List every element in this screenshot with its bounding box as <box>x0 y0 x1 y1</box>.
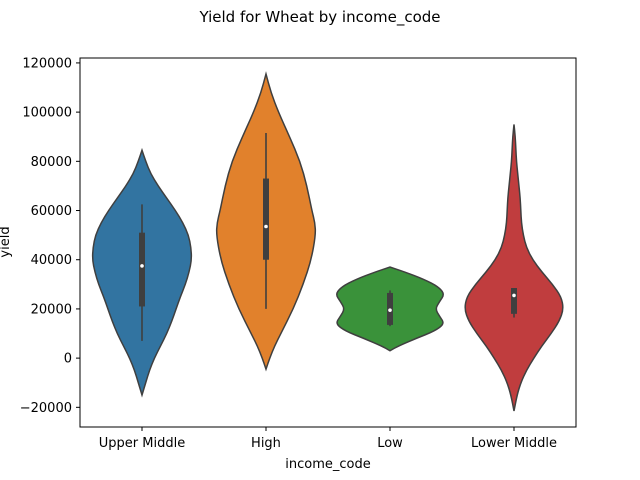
x-axis: Upper Middle High Low Lower Middle <box>99 427 557 451</box>
x-tick-label: High <box>251 436 281 451</box>
x-tick-label: Lower Middle <box>471 436 557 451</box>
violin-2 <box>336 266 444 352</box>
y-tick-label: −20000 <box>20 401 72 416</box>
violin-median-dot <box>140 264 144 268</box>
y-tick-label: 120000 <box>22 56 72 71</box>
violin-0 <box>91 147 193 398</box>
plot-frame <box>79 57 577 428</box>
y-tick-label: 100000 <box>22 106 72 121</box>
y-tick-label: 60000 <box>31 204 72 219</box>
violin-body <box>464 124 564 412</box>
violin-iqr-box <box>511 288 517 314</box>
violin-1 <box>215 71 317 372</box>
chart-title: Yield for Wheat by income_code <box>198 8 440 27</box>
x-tick-label: Low <box>377 436 403 451</box>
violin-median-dot <box>264 224 268 229</box>
x-tick-label: Upper Middle <box>99 436 185 451</box>
violin-median-dot <box>512 293 516 298</box>
violin-median-dot <box>388 308 392 312</box>
y-axis: −20000 0 20000 40000 60000 80000 100000 120000 <box>20 56 80 416</box>
violin-iqr-box <box>139 232 145 307</box>
violin-iqr-box <box>263 178 269 260</box>
y-tick-label: 20000 <box>31 302 72 317</box>
y-tick-label: 40000 <box>31 253 72 268</box>
x-axis-label: income_code <box>285 457 370 472</box>
violin-3 <box>464 124 564 412</box>
y-tick-label: 80000 <box>31 155 72 170</box>
y-axis-label: yield <box>0 226 13 257</box>
y-tick-label: 0 <box>64 352 72 367</box>
violins-layer <box>91 71 564 412</box>
